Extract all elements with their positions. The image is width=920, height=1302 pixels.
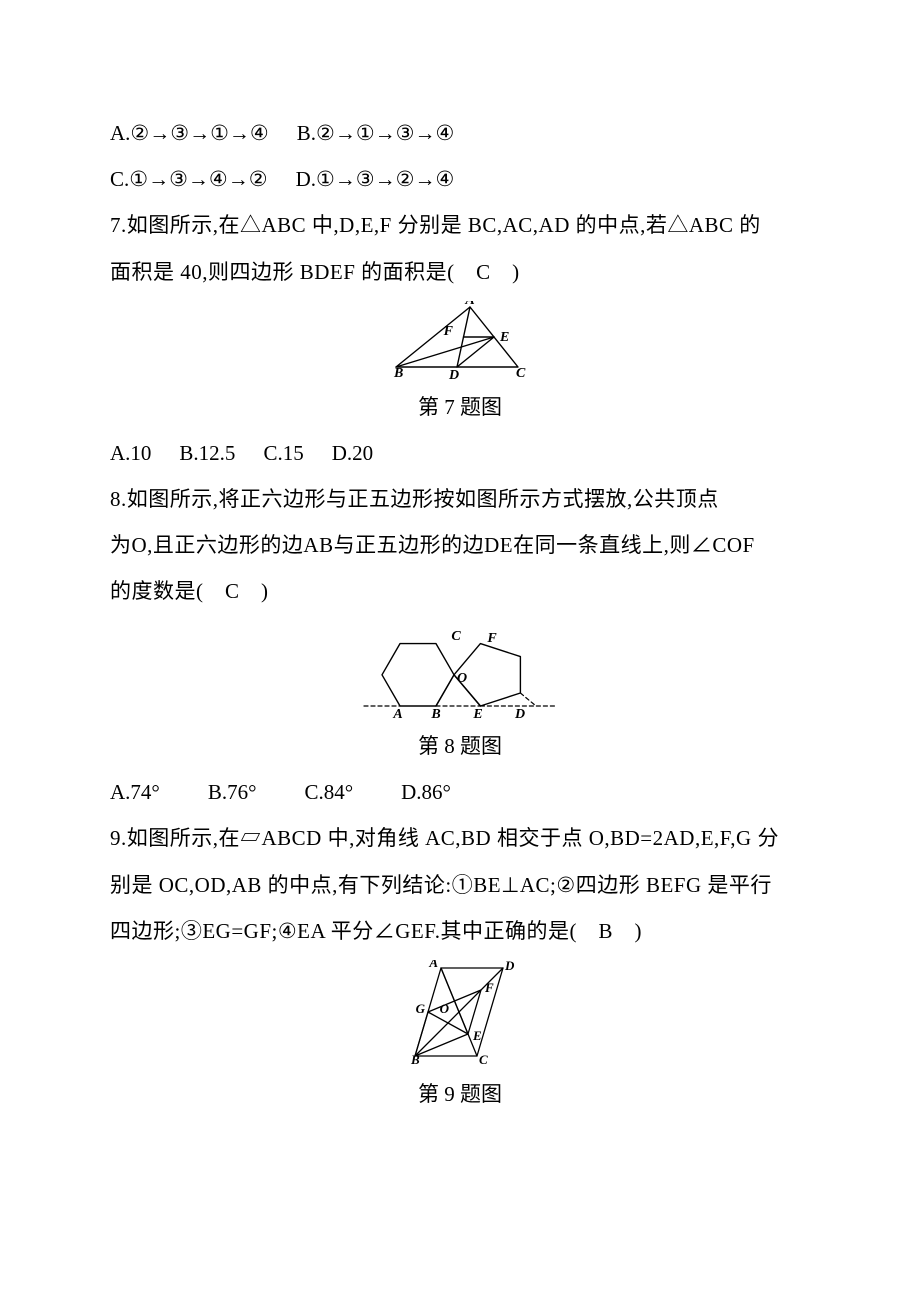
svg-text:E: E: [472, 1028, 482, 1043]
svg-text:E: E: [499, 330, 509, 345]
q7-caption: 第 7 题图: [110, 388, 810, 428]
svg-text:D: D: [448, 368, 459, 381]
q8-stem-3: 的度数是( C ): [110, 568, 810, 614]
q6-optB: B.②→①→③→④: [297, 110, 455, 156]
q8-optC: C.84°: [304, 769, 353, 815]
q8-optD: D.86°: [401, 769, 451, 815]
svg-text:C: C: [516, 366, 526, 381]
q7-stem-2: 面积是 40,则四边形 BDEF 的面积是( C ): [110, 249, 810, 295]
q7-options: A.10 B.12.5 C.15 D.20: [110, 430, 810, 476]
svg-text:F: F: [484, 980, 494, 995]
q7-figure-wrap: A B C D E F 第 7 题图: [110, 301, 810, 428]
q8-stem-2: 为O,且正六边形的边AB与正五边形的边DE在同一条直线上,则∠COF: [110, 522, 810, 568]
svg-text:G: G: [416, 1001, 426, 1016]
q7-stem-1: 7.如图所示,在△ABC 中,D,E,F 分别是 BC,AC,AD 的中点,若△…: [110, 202, 810, 248]
svg-text:O: O: [440, 1001, 450, 1016]
svg-text:A: A: [392, 707, 402, 720]
svg-text:F: F: [486, 631, 497, 646]
q8-optA: A.74°: [110, 769, 160, 815]
q7-figure: A B C D E F: [390, 301, 530, 381]
q8-stem-1: 8.如图所示,将正六边形与正五边形按如图所示方式摆放,公共顶点: [110, 476, 810, 522]
q7-optA: A.10: [110, 430, 151, 476]
q8-figure: A B C O E D F: [360, 620, 560, 720]
q7-optD: D.20: [332, 430, 373, 476]
svg-text:C: C: [451, 629, 461, 644]
svg-text:B: B: [410, 1052, 420, 1067]
svg-text:F: F: [443, 324, 454, 339]
q7-optB: B.12.5: [179, 430, 235, 476]
q8-figure-wrap: A B C O E D F 第 8 题图: [110, 620, 810, 767]
q7-optC: C.15: [263, 430, 303, 476]
q9-figure-wrap: A D B C O E F G 第 9 题图: [110, 960, 810, 1115]
q9-stem-1: 9.如图所示,在▱ABCD 中,对角线 AC,BD 相交于点 O,BD=2AD,…: [110, 815, 810, 861]
svg-text:O: O: [457, 671, 467, 686]
svg-text:B: B: [393, 366, 403, 381]
svg-text:A: A: [428, 960, 438, 970]
q6-options-row1: A.②→③→①→④ B.②→①→③→④: [110, 110, 810, 156]
q9-figure: A D B C O E F G: [405, 960, 515, 1068]
q9-caption: 第 9 题图: [110, 1075, 810, 1115]
q6-optD: D.①→③→②→④: [296, 156, 455, 202]
page: A.②→③→①→④ B.②→①→③→④ C.①→③→④→② D.①→③→②→④ …: [0, 0, 920, 1177]
q6-optC: C.①→③→④→②: [110, 156, 268, 202]
svg-text:B: B: [430, 707, 440, 720]
q6-optA: A.②→③→①→④: [110, 110, 269, 156]
svg-text:D: D: [514, 707, 525, 720]
svg-text:E: E: [472, 707, 482, 720]
svg-text:C: C: [479, 1052, 488, 1067]
q6-options-row2: C.①→③→④→② D.①→③→②→④: [110, 156, 810, 202]
q9-stem-2: 别是 OC,OD,AB 的中点,有下列结论:①BE⊥AC;②四边形 BEFG 是…: [110, 862, 810, 908]
q8-options: A.74° B.76° C.84° D.86°: [110, 769, 810, 815]
q8-optB: B.76°: [208, 769, 257, 815]
q8-caption: 第 8 题图: [110, 727, 810, 767]
svg-text:A: A: [464, 301, 474, 308]
svg-text:D: D: [504, 960, 515, 973]
q9-stem-3: 四边形;③EG=GF;④EA 平分∠GEF.其中正确的是( B ): [110, 908, 810, 954]
